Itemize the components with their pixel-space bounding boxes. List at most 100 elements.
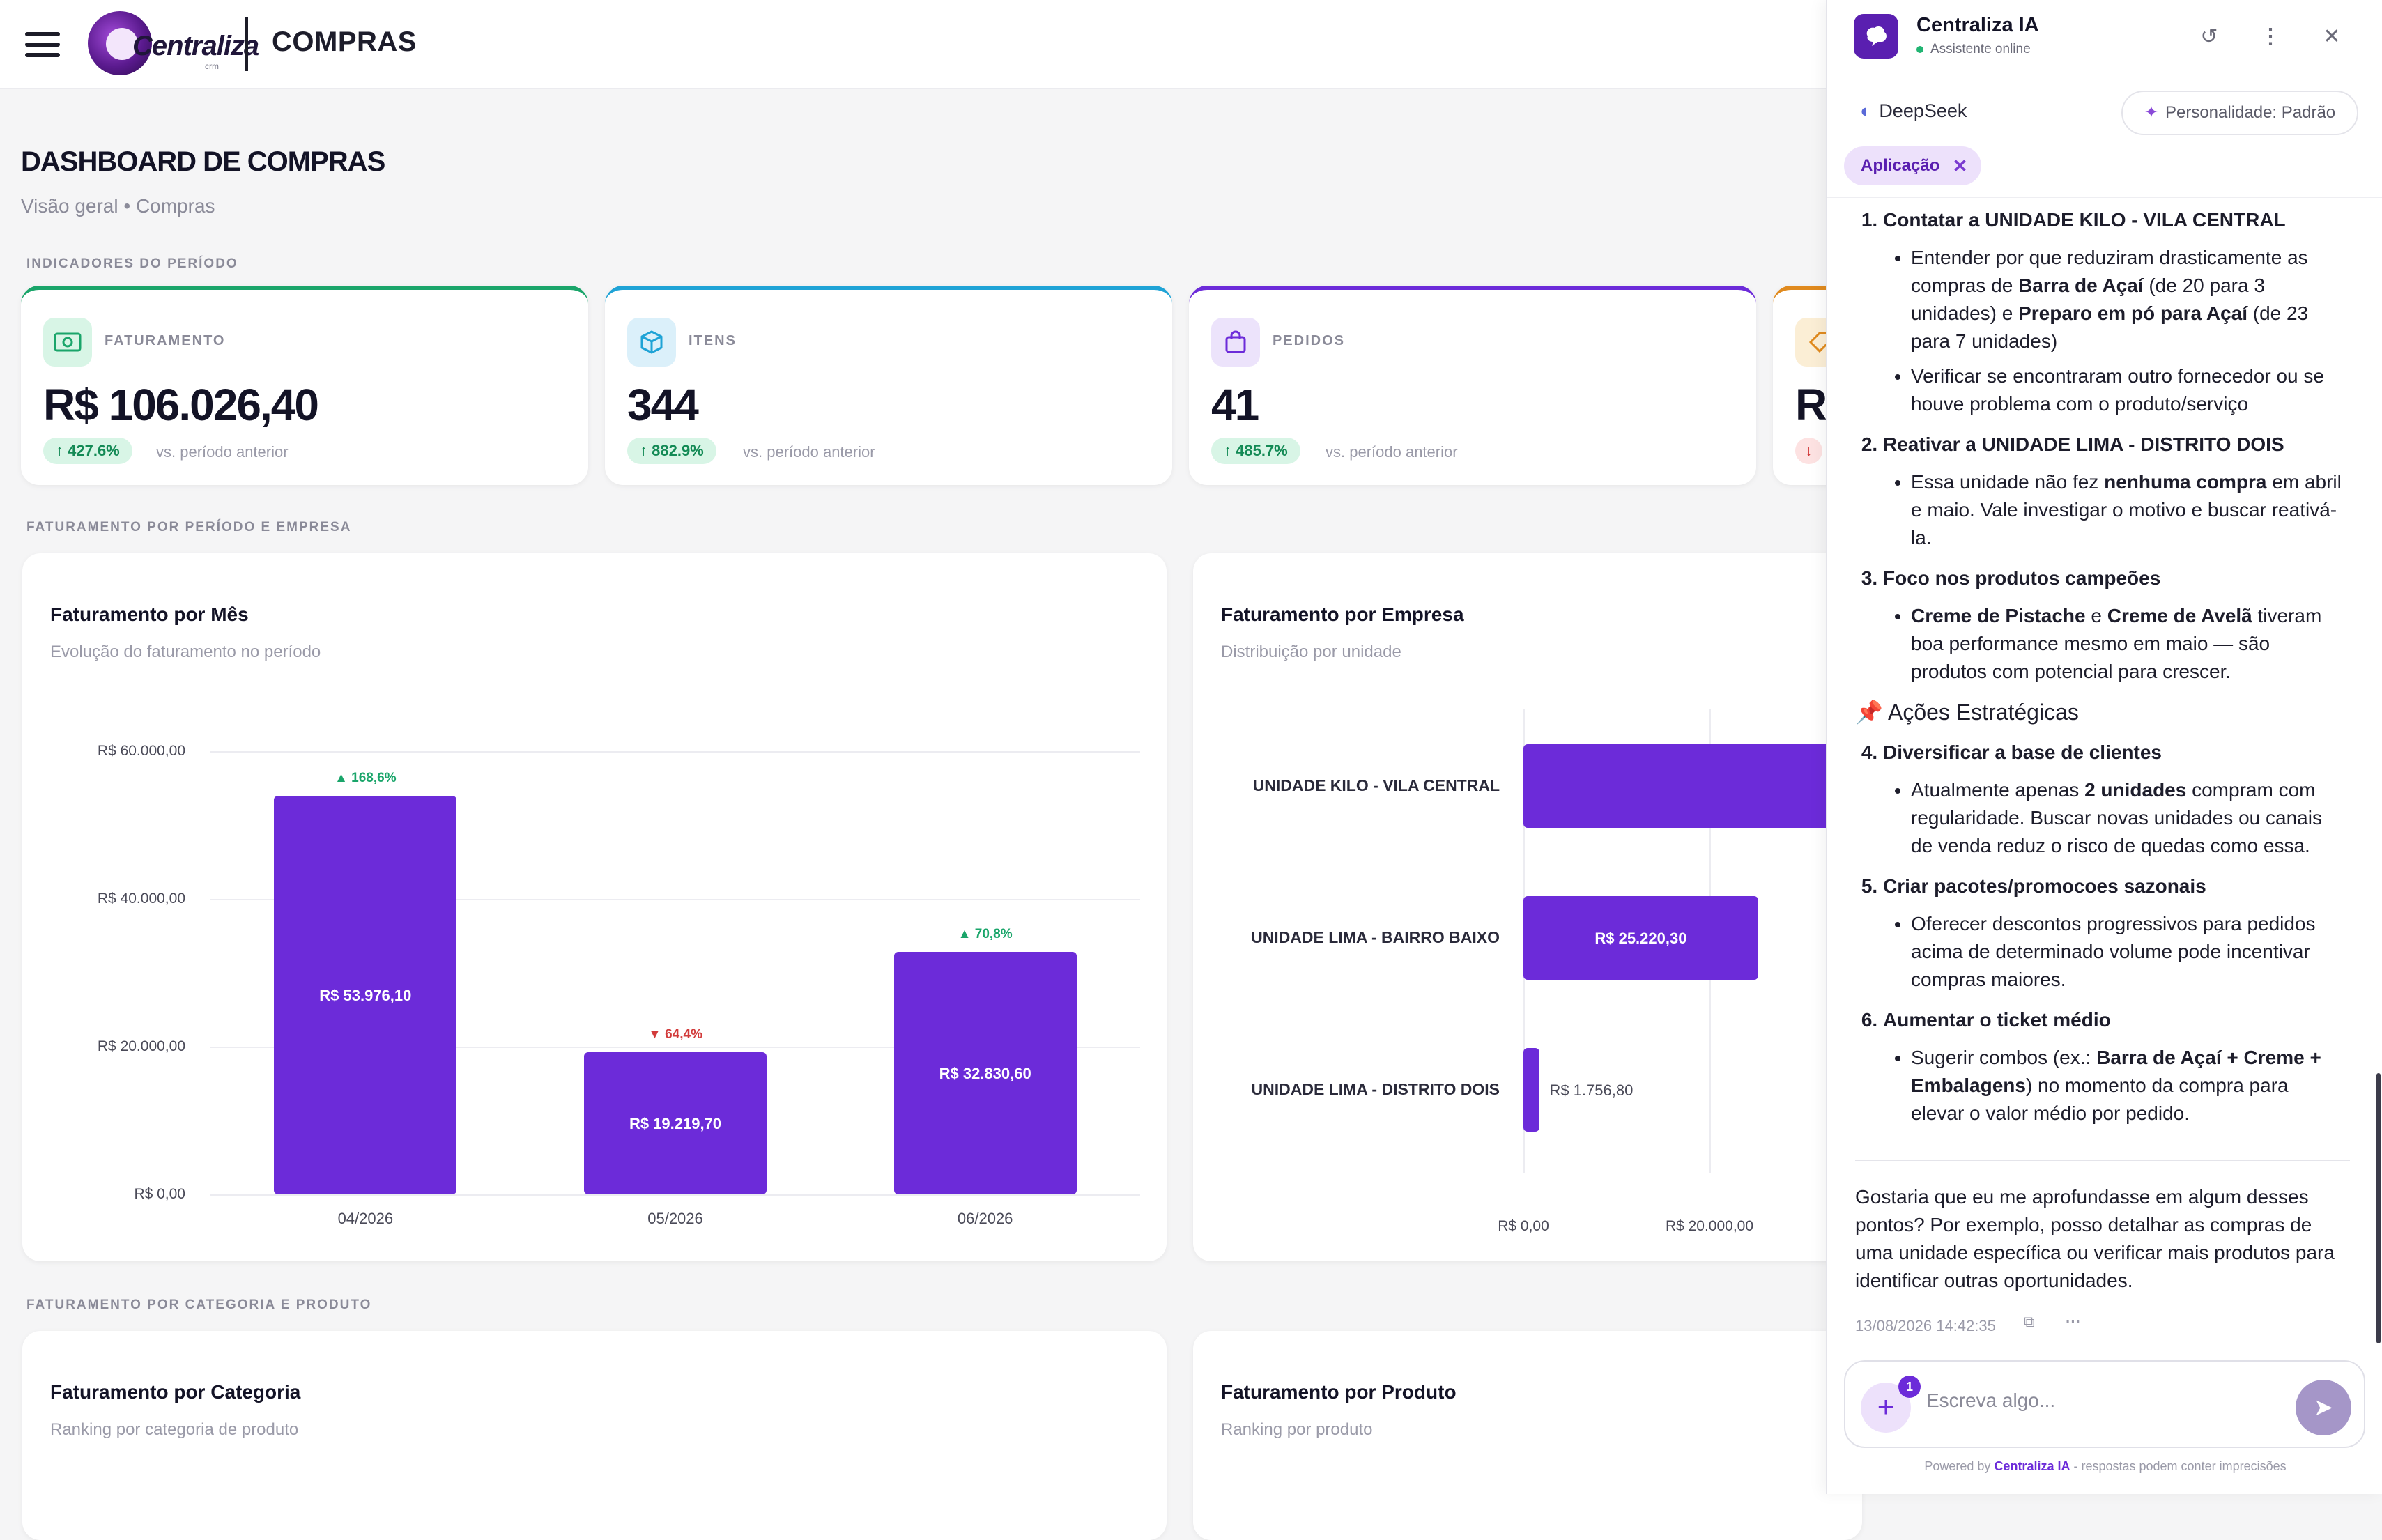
item-title: Aumentar o ticket médio (1883, 1009, 2111, 1031)
assistant-header: Centraliza IA Assistente online ↺ ⋮ ✕ (1827, 0, 2382, 75)
copy-icon[interactable]: ⧉ (2024, 1313, 2035, 1330)
kpi-change-badge: ↓ (1795, 438, 1822, 464)
section-label-company: FATURAMENTO POR PERÍODO E EMPRESA (26, 520, 352, 534)
online-dot (1916, 45, 1923, 53)
assistant-status: Assistente online (1916, 42, 2031, 57)
list-item: Contatar a UNIDADE KILO - VILA CENTRAL E… (1883, 206, 2343, 418)
gridline (210, 1194, 1140, 1196)
kpi-label: FATURAMENTO (105, 333, 226, 348)
item-title: Foco nos produtos campeões (1883, 567, 2161, 589)
brand-logo[interactable]: Centraliza crm (85, 10, 259, 79)
chart-subtitle: Distribuição por unidade (1221, 642, 1401, 661)
section-label-kpis: INDICADORES DO PERÍODO (26, 256, 238, 271)
kpi-compare: vs. período anterior (743, 443, 875, 461)
money-icon (43, 318, 92, 367)
history-icon[interactable]: ↺ (2200, 24, 2218, 48)
message-timestamp: 13/08/2026 14:42:35 (1855, 1317, 1996, 1334)
chart-card-product: Faturamento por Produto Ranking por prod… (1193, 1331, 1862, 1540)
bar-value-label: R$ 25.220,30 (1595, 930, 1687, 947)
bullet: Entender por que reduziram drasticamente… (1911, 244, 2343, 355)
category-label: UNIDADE LIMA - DISTRITO DOIS (1251, 1080, 1500, 1098)
menu-icon[interactable] (25, 32, 60, 57)
more-vertical-icon[interactable]: ⋮ (2260, 24, 2281, 48)
kpi-label: ITENS (689, 333, 737, 348)
kpi-change-badge: ↑ 485.7% (1211, 438, 1300, 464)
kpi-card-itens: ITENS 344 ↑ 882.9% vs. período anterior (605, 286, 1172, 485)
chart-title: Faturamento por Produto (1221, 1381, 1457, 1403)
gridline (210, 899, 1140, 900)
kpi-change: 485.7% (1236, 442, 1288, 459)
bar-delta-label: ▼ 64,4% (648, 1027, 702, 1042)
ai-assistant-panel: Centraliza IA Assistente online ↺ ⋮ ✕ ◖ D… (1826, 0, 2382, 1494)
y-tick-label: R$ 60.000,00 (97, 743, 185, 759)
bar-value-label: R$ 19.219,70 (629, 1115, 722, 1133)
bullet: Atualmente apenas 2 unidades compram com… (1911, 776, 2343, 860)
bar-value-label: R$ 32.830,60 (939, 1064, 1031, 1082)
scrollbar[interactable] (2376, 1073, 2381, 1343)
kpi-value: 41 (1211, 380, 1259, 430)
send-icon[interactable]: ➤ (2296, 1380, 2351, 1435)
chat-input[interactable]: Escreva algo... (1926, 1389, 2056, 1411)
kpi-card-pedidos: PEDIDOS 41 ↑ 485.7% vs. período anterior (1189, 286, 1756, 485)
bar[interactable] (1523, 1048, 1540, 1132)
category-label: UNIDADE LIMA - BAIRRO BAIXO (1251, 928, 1500, 946)
chart-card-category: Faturamento por Categoria Ranking por ca… (22, 1331, 1167, 1540)
y-tick-label: R$ 20.000,00 (97, 1038, 185, 1054)
sparkle-icon: ✦ (2144, 103, 2158, 122)
chart-title: Faturamento por Categoria (50, 1381, 301, 1403)
breadcrumb: Visão geral • Compras (21, 195, 215, 217)
message-divider (1855, 1160, 2350, 1161)
logo-text: Centraliza (132, 31, 259, 61)
panel-divider (1827, 197, 2382, 198)
context-chip[interactable]: Aplicação ✕ (1844, 146, 1982, 185)
bar[interactable] (584, 1052, 767, 1194)
kpi-change: 882.9% (652, 442, 704, 459)
bar-delta-label: ▲ 70,8% (958, 926, 1013, 941)
y-tick-label: R$ 0,00 (134, 1186, 185, 1202)
model-selector[interactable]: ◖ DeepSeek (1858, 100, 1967, 122)
section-heading: 📌 Ações Estratégicas (1855, 700, 2079, 725)
bullet: Essa unidade não fez nenhuma compra em a… (1911, 468, 2343, 552)
x-tick-label: 05/2026 (647, 1210, 703, 1227)
bar[interactable] (274, 795, 457, 1194)
page-title: DASHBOARD DE COMPRAS (21, 146, 385, 177)
gridline (210, 751, 1140, 753)
bar[interactable] (1523, 896, 1758, 980)
bullet: Verificar se encontraram outro fornecedo… (1911, 362, 2343, 418)
personality-label: Personalidade: Padrão (2165, 103, 2336, 122)
kpi-compare: vs. período anterior (1326, 443, 1458, 461)
list-item: Foco nos produtos campeões Creme de Pist… (1883, 564, 2343, 686)
model-name: DeepSeek (1879, 100, 1967, 121)
assistant-message: Contatar a UNIDADE KILO - VILA CENTRAL E… (1855, 206, 2343, 1140)
more-horizontal-icon[interactable]: ··· (2066, 1313, 2081, 1330)
assistant-name: Centraliza IA (1916, 14, 2039, 36)
x-tick-label: R$ 20.000,00 (1665, 1218, 1754, 1234)
item-title: Reativar a UNIDADE LIMA - DISTRITO DOIS (1883, 433, 2284, 455)
module-title: COMPRAS (272, 26, 417, 57)
attach-plus-icon[interactable]: + (1861, 1383, 1911, 1433)
chart-subtitle: Ranking por categoria de produto (50, 1420, 299, 1439)
list-item: Aumentar o ticket médio Sugerir combos (… (1883, 1006, 2343, 1127)
whale-icon: ◖ (1858, 100, 1870, 121)
chart-card-month: Faturamento por Mês Evolução do faturame… (22, 553, 1167, 1261)
kpi-label: PEDIDOS (1273, 333, 1346, 348)
item-title: Contatar a UNIDADE KILO - VILA CENTRAL (1883, 209, 2286, 231)
item-title: Diversificar a base de clientes (1883, 741, 2162, 763)
personality-button[interactable]: ✦ Personalidade: Padrão (2121, 91, 2358, 135)
bar[interactable] (893, 951, 1077, 1194)
logo-subtext: crm (205, 61, 219, 71)
close-icon[interactable]: ✕ (2323, 24, 2341, 48)
list-item: Diversificar a base de clientes Atualmen… (1883, 739, 2343, 860)
pushpin-icon: 📌 (1855, 700, 1883, 725)
item-title: Criar pacotes/promocoes sazonais (1883, 875, 2206, 897)
chip-close-icon[interactable]: ✕ (1952, 155, 1968, 176)
y-tick-label: R$ 40.000,00 (97, 891, 185, 907)
bullet: Creme de Pistache e Creme de Avelã tiver… (1911, 602, 2343, 686)
bar-value-label: R$ 53.976,10 (319, 986, 412, 1004)
chart-card-company: Faturamento por Empresa Distribuição por… (1193, 553, 1862, 1261)
bar[interactable] (1523, 744, 1862, 828)
gridline (210, 1047, 1140, 1048)
chart-subtitle: Evolução do faturamento no período (50, 642, 321, 661)
brain-logo-icon (88, 11, 152, 75)
x-tick-label: R$ 0,00 (1498, 1218, 1549, 1234)
